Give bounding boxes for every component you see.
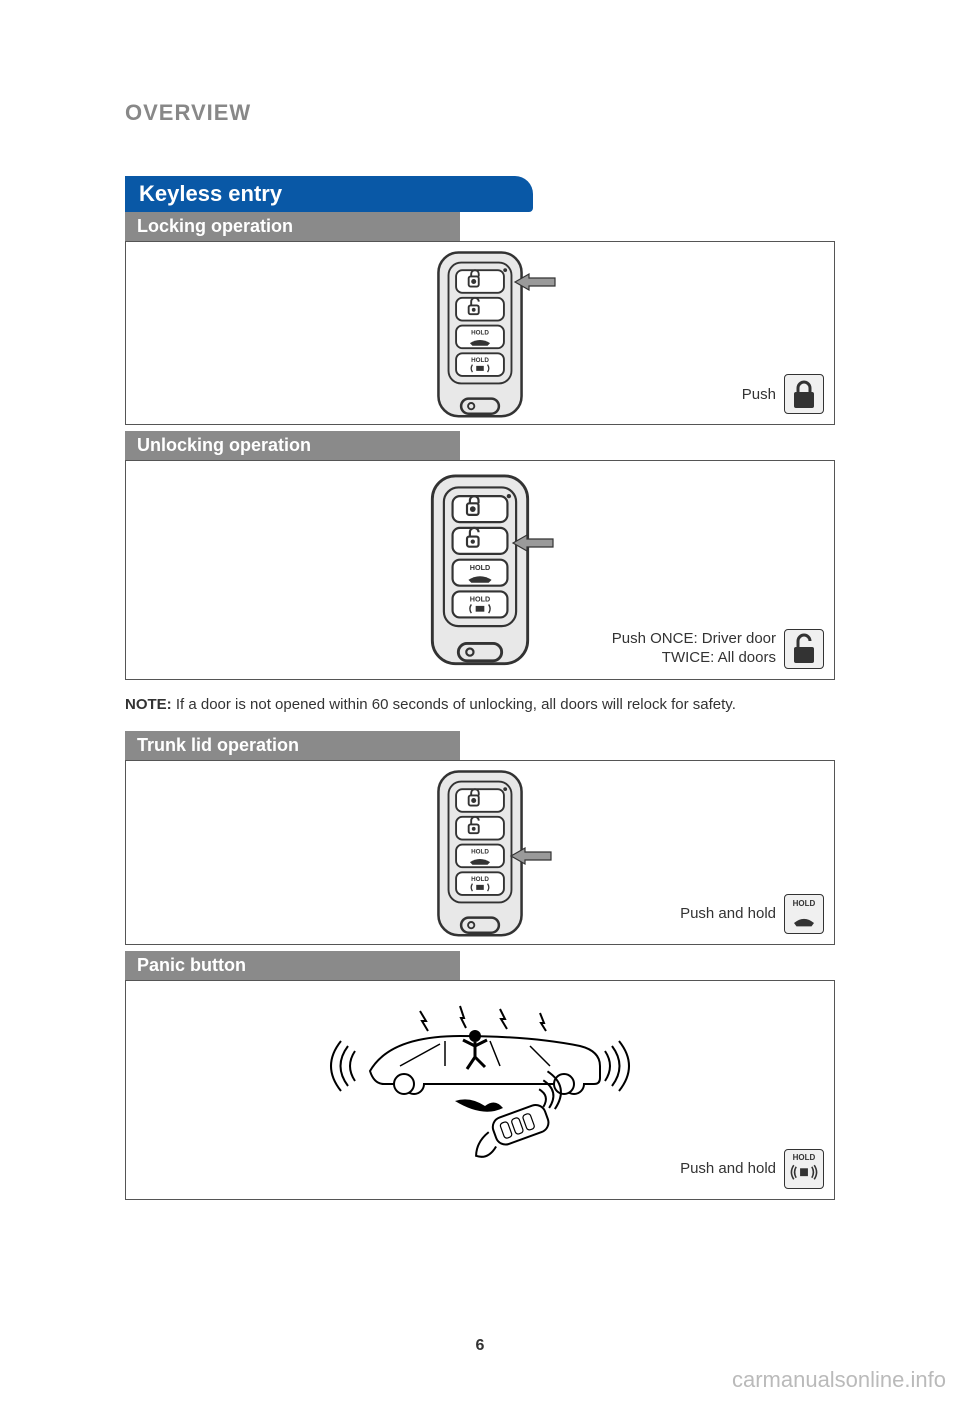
icon-hold-label: HOLD [793, 1153, 816, 1162]
panic-bar: Panic button [125, 951, 460, 980]
section-tab: Keyless entry [125, 176, 533, 212]
lock-open-icon [784, 629, 824, 669]
unlocking-caption-line1: Push ONCE: Driver door [612, 630, 776, 649]
lock-closed-icon [784, 374, 824, 414]
icon-hold-label: HOLD [793, 899, 816, 908]
trunk-caption: Push and hold [680, 905, 776, 922]
page-number: 6 [476, 1337, 485, 1355]
locking-caption: Push [742, 386, 776, 403]
note-prefix: NOTE: [125, 696, 172, 713]
unlocking-bar: Unlocking operation [125, 431, 460, 460]
page-title: OVERVIEW [125, 100, 835, 126]
panic-panel: Push and hold HOLD [125, 980, 835, 1200]
trunk-icon: HOLD [784, 894, 824, 934]
key-fob-image [425, 250, 535, 420]
alarm-icon: HOLD [784, 1149, 824, 1189]
locking-bar: Locking operation [125, 212, 460, 241]
key-fob-image [426, 769, 534, 939]
watermark: carmanualsonline.info [732, 1367, 946, 1393]
trunk-panel: Push and hold HOLD [125, 760, 835, 945]
trunk-bar: Trunk lid operation [125, 731, 460, 760]
unlocking-panel: Push ONCE: Driver door TWICE: All doors [125, 460, 835, 680]
panic-illustration [320, 991, 640, 1191]
note-text: NOTE: If a door is not opened within 60 … [125, 694, 835, 717]
panic-caption: Push and hold [680, 1160, 776, 1177]
locking-panel: Push [125, 241, 835, 425]
key-fob-image [425, 473, 535, 668]
unlocking-caption-line2: TWICE: All doors [612, 649, 776, 668]
note-body: If a door is not opened within 60 second… [172, 696, 736, 713]
